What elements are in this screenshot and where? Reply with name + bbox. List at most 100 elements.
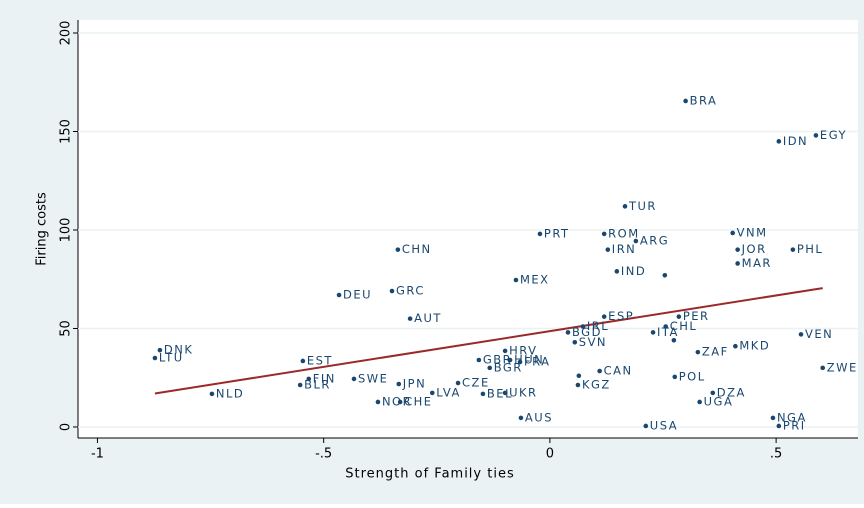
point-label: ROM xyxy=(608,226,639,240)
point xyxy=(396,381,402,387)
point xyxy=(735,247,740,252)
point xyxy=(375,399,381,405)
point-label: TUR xyxy=(628,199,657,213)
point-label: DEU xyxy=(343,287,372,301)
point xyxy=(597,368,602,374)
point xyxy=(671,337,677,343)
point-label: KGZ xyxy=(582,378,611,392)
point xyxy=(455,380,461,386)
point-label: USA xyxy=(650,418,678,432)
point-label: JOR xyxy=(741,242,767,256)
point-label: PER xyxy=(683,309,710,323)
point-label: BGD xyxy=(572,325,602,339)
point-label: ITA xyxy=(657,325,679,339)
point-label: ZAF xyxy=(702,345,729,359)
point xyxy=(300,358,306,364)
point xyxy=(397,399,403,405)
point-label: UKR xyxy=(509,385,537,399)
point-label: NGA xyxy=(777,410,807,424)
y-tick-label: 200 xyxy=(59,21,74,46)
x-tick-label: .5 xyxy=(770,447,782,462)
point xyxy=(813,133,819,138)
x-tick-label: -1 xyxy=(91,447,104,462)
point-label: ZWE xyxy=(827,360,858,374)
point xyxy=(389,288,395,294)
point-label: CAN xyxy=(604,364,633,378)
point-label: PRT xyxy=(544,226,570,240)
point xyxy=(351,376,357,382)
point xyxy=(633,238,639,244)
point-label: NOR xyxy=(382,394,412,408)
point-label: BGR xyxy=(494,360,523,374)
y-tick-label: 0 xyxy=(59,423,74,431)
y-tick-label: 100 xyxy=(59,218,74,243)
point xyxy=(672,374,678,380)
point-label: NLD xyxy=(216,386,244,400)
y-axis-title: Firing costs xyxy=(35,192,50,266)
point-label: PRI xyxy=(783,418,806,432)
point-label: SVN xyxy=(579,335,607,349)
point xyxy=(601,231,607,237)
y-tick-label: 50 xyxy=(59,320,74,337)
point-label: DNK xyxy=(164,343,194,357)
point xyxy=(476,357,482,363)
point xyxy=(650,330,656,335)
point xyxy=(676,314,682,319)
plot-area xyxy=(78,20,858,438)
point xyxy=(820,365,826,371)
point xyxy=(407,316,413,321)
point xyxy=(735,261,740,266)
point xyxy=(576,373,582,379)
point xyxy=(730,230,735,236)
y-tick-label: 150 xyxy=(59,119,74,144)
point-label: CHL xyxy=(670,319,698,333)
point-label: ESP xyxy=(608,309,634,323)
point-label: ARG xyxy=(640,234,669,248)
point xyxy=(209,391,215,397)
point-label: IDN xyxy=(783,134,808,148)
point xyxy=(798,332,804,337)
point xyxy=(683,98,688,104)
point xyxy=(502,348,508,354)
point xyxy=(487,365,493,371)
point-label: AUT xyxy=(414,311,442,325)
point xyxy=(710,390,716,396)
point xyxy=(643,423,649,429)
point-label: EGY xyxy=(820,128,847,142)
point xyxy=(306,376,312,382)
point-label: MKD xyxy=(739,339,770,353)
point xyxy=(770,415,776,421)
point-label: MAR xyxy=(742,256,772,270)
point-label: GBR xyxy=(483,352,512,366)
point-label: BRA xyxy=(690,93,718,107)
point xyxy=(480,391,486,397)
point-label: VNM xyxy=(737,225,768,239)
point xyxy=(297,382,303,388)
point xyxy=(336,292,342,298)
point xyxy=(776,423,782,429)
point-label: POL xyxy=(679,369,706,383)
point xyxy=(507,357,513,363)
point-label: CHE xyxy=(404,394,432,408)
point-label: IND xyxy=(621,264,646,278)
point-label: BLR xyxy=(304,378,331,392)
point-label: FIN xyxy=(313,371,336,385)
point xyxy=(663,324,669,329)
point-label: PHL xyxy=(797,242,824,256)
point xyxy=(695,349,701,355)
point xyxy=(662,272,668,278)
point xyxy=(517,359,523,365)
point-label: MEX xyxy=(520,273,550,287)
point xyxy=(429,390,435,396)
point-label: BEL xyxy=(487,386,513,400)
point xyxy=(733,343,738,349)
point xyxy=(157,347,163,353)
point-label: LTU xyxy=(159,351,184,365)
point xyxy=(605,247,611,252)
point xyxy=(565,330,571,335)
point-label: IRN xyxy=(612,242,637,256)
point xyxy=(697,399,702,405)
point xyxy=(572,339,578,345)
point-label: IRL xyxy=(587,319,609,333)
